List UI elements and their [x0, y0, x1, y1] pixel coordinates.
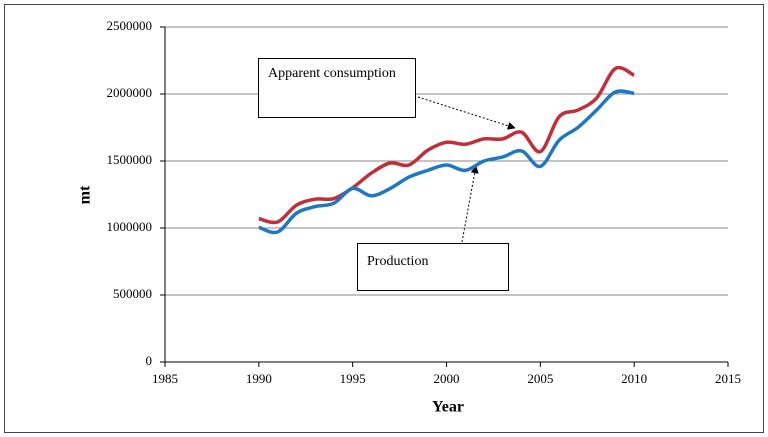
series-line — [258, 89, 635, 235]
y-tick-label: 2500000 — [107, 18, 153, 33]
annotation-box: Production — [357, 243, 509, 291]
annotation-box: Apparent consumption — [258, 58, 416, 118]
annotation-arrow — [417, 96, 516, 130]
y-tick-label: 0 — [146, 353, 153, 368]
x-tick-label: 2015 — [715, 371, 741, 386]
y-tick-label: 1000000 — [107, 219, 153, 234]
y-tick-label: 1500000 — [107, 152, 153, 167]
frame-border — [4, 4, 764, 433]
x-tick-label: 1995 — [340, 371, 366, 386]
x-tick-label: 1985 — [152, 371, 178, 386]
series-line — [258, 65, 635, 225]
y-tick-label: 2000000 — [107, 85, 153, 100]
annotation-arrow — [461, 165, 479, 243]
x-axis-title: Year — [432, 399, 464, 416]
y-axis-title: mt — [77, 185, 94, 204]
x-tick-label: 2000 — [434, 371, 460, 386]
y-tick-label: 500000 — [113, 286, 152, 301]
x-tick-label: 2010 — [621, 371, 647, 386]
x-tick-label: 2005 — [527, 371, 553, 386]
x-tick-label: 1990 — [246, 371, 272, 386]
